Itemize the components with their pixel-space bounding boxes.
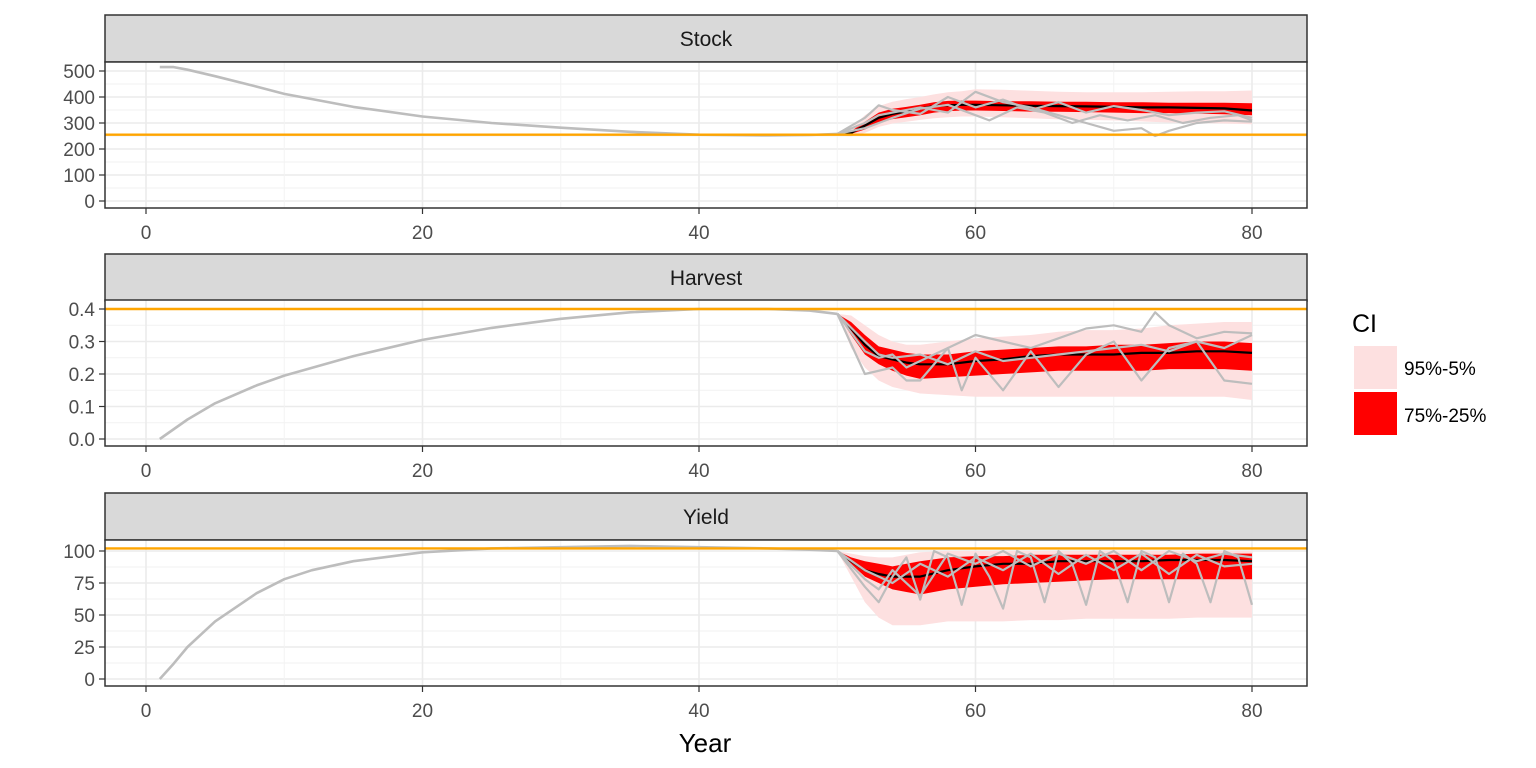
y-tick-label: 100 [63, 166, 95, 187]
iteration-line-1 [836, 311, 1253, 369]
y-tick-label: 0 [84, 670, 95, 691]
iteration-line-2 [836, 550, 1253, 585]
x-tick-label: 60 [965, 223, 986, 244]
x-tick-label: 40 [688, 223, 709, 244]
x-tick-label: 0 [141, 701, 152, 722]
panel-strip [104, 253, 1308, 302]
panel-strip [104, 492, 1308, 541]
legend-key-outer [1354, 346, 1397, 389]
legend: CI 95%-5% 75%-25% [1352, 310, 1486, 435]
panel-title: Harvest [670, 267, 743, 290]
y-tick-label: 100 [63, 542, 95, 563]
x-tick-label: 0 [141, 461, 152, 482]
panel-stock: Stock 0 100 200 300 400 500 0 20 40 60 80 [63, 14, 1308, 244]
legend-key-inner [1354, 392, 1397, 435]
x-tick-label: 40 [688, 461, 709, 482]
y-tick-label: 200 [63, 140, 95, 161]
y-tick-label: 0.1 [69, 398, 95, 419]
median-line [837, 103, 1253, 135]
y-tick-label: 50 [74, 606, 95, 627]
x-tick-label: 80 [1241, 461, 1262, 482]
y-tick-label: 300 [63, 114, 95, 135]
x-axis-title: Year [679, 728, 732, 758]
iteration-line-3 [837, 103, 1253, 135]
iteration-line-2 [836, 313, 1253, 392]
y-tick-label: 75 [74, 574, 95, 595]
x-tick-label: 20 [412, 461, 433, 482]
y-tick-label: 0.4 [69, 300, 96, 321]
y-tick-label: 400 [63, 88, 95, 109]
iteration-line-3 [836, 313, 1253, 366]
y-tick-label: 0.3 [69, 333, 95, 354]
ci-band-75-25 [837, 100, 1252, 135]
x-tick-label: 20 [412, 223, 433, 244]
x-tick-label: 20 [412, 701, 433, 722]
panel-border [104, 299, 1308, 447]
x-tick-label: 40 [688, 701, 709, 722]
panel-title: Yield [683, 506, 729, 529]
y-tick-label: 0.2 [69, 365, 95, 386]
y-tick-label: 25 [74, 638, 95, 659]
legend-label-outer: 95%-5% [1404, 359, 1476, 380]
x-tick-label: 60 [965, 461, 986, 482]
median-line [836, 313, 1253, 366]
iteration-line-2 [836, 90, 1253, 138]
iteration-line-3 [836, 549, 1253, 597]
y-tick-label: 0 [84, 192, 95, 213]
median-line [836, 550, 1253, 578]
y-tick-label: 0.0 [69, 430, 95, 451]
panel-strip [104, 14, 1308, 63]
panel-harvest: Harvest 0.0 0.1 0.2 0.3 0.4 0 20 40 60 80 [69, 253, 1308, 482]
x-tick-label: 80 [1241, 701, 1262, 722]
x-tick-label: 60 [965, 701, 986, 722]
panel-yield: Yield 0 25 50 75 100 0 20 40 60 80 [63, 492, 1308, 722]
legend-label-inner: 75%-25% [1404, 406, 1486, 427]
panel-border [104, 61, 1308, 209]
x-tick-label: 0 [141, 223, 152, 244]
legend-title: CI [1352, 310, 1377, 338]
x-tick-label: 80 [1241, 223, 1262, 244]
panel-border [104, 539, 1308, 687]
y-tick-label: 500 [63, 62, 95, 83]
panel-title: Stock [680, 28, 733, 51]
